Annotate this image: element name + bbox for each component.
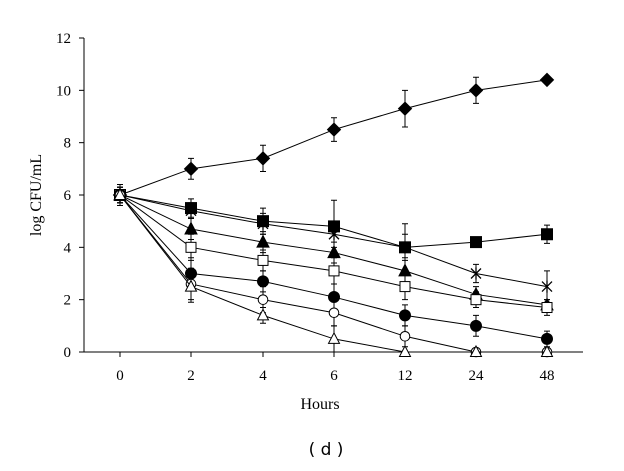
point-open-triangle-4: [256, 308, 270, 321]
point-filled-diamond-48: [539, 72, 555, 88]
point-star-4: [257, 217, 269, 230]
y-tick-label-0: 0: [64, 345, 72, 361]
x-ticks: 0 2 4 6 12 24 48: [116, 352, 555, 384]
point-open-triangle-12: [398, 344, 412, 357]
point-filled-diamond-2: [183, 161, 199, 177]
y-tick-label-6: 6: [64, 188, 72, 204]
y-tick-label-4: 4: [64, 240, 72, 256]
point-open-square-12: [399, 281, 411, 293]
point-filled-circle-24: [470, 319, 482, 332]
y-tick-label-10: 10: [56, 83, 71, 99]
point-open-square-24: [470, 294, 482, 306]
series-filled-diamond: [112, 72, 555, 206]
point-open-square-6: [328, 265, 340, 277]
point-filled-triangle-2: [184, 221, 198, 235]
y-tick-label-12: 12: [56, 31, 71, 47]
point-star-2: [185, 204, 197, 217]
x-tick-label-48: 48: [540, 368, 555, 384]
point-filled-diamond-12: [397, 101, 413, 116]
point-star-6: [328, 228, 340, 241]
point-filled-diamond-4: [255, 151, 271, 166]
point-open-circle-4: [257, 294, 269, 305]
point-open-circle-6: [328, 307, 340, 319]
point-open-triangle-48: [540, 344, 554, 357]
point-star-12: [399, 241, 411, 254]
point-open-triangle-2: [184, 279, 198, 292]
x-tick-label-4: 4: [259, 368, 267, 384]
point-filled-diamond-6: [326, 122, 342, 137]
x-tick-label-2: 2: [187, 368, 195, 384]
y-tick-label-8: 8: [64, 136, 72, 152]
point-open-triangle-6: [327, 331, 341, 344]
x-tick-label-0: 0: [116, 368, 124, 384]
point-star-48: [541, 280, 553, 293]
point-star-24: [470, 267, 482, 280]
point-open-circle-12: [399, 331, 411, 342]
x-tick-label-6: 6: [330, 368, 338, 384]
point-filled-circle-4: [257, 275, 269, 288]
point-filled-diamond-24: [468, 83, 484, 98]
y-ticks: 0 2 4 6 8 10 12: [56, 31, 84, 361]
point-open-square-48: [541, 302, 553, 314]
point-open-triangle-0: [113, 187, 127, 200]
panel-label: ( d ): [309, 440, 344, 460]
point-filled-triangle-4: [256, 234, 270, 248]
series-layer: [112, 72, 555, 358]
point-open-triangle-24: [469, 344, 483, 357]
point-filled-square-48: [541, 228, 553, 241]
point-filled-square-24: [470, 236, 482, 249]
y-tick-label-2: 2: [64, 293, 72, 309]
point-filled-circle-48: [541, 332, 553, 345]
y-axis-title: log CFU/mL: [28, 154, 45, 236]
point-open-square-2: [185, 241, 197, 253]
point-filled-circle-12: [399, 309, 411, 322]
point-open-square-4: [257, 254, 269, 266]
series-open-triangle: [113, 186, 554, 357]
x-tick-label-24: 24: [469, 368, 485, 384]
x-tick-label-12: 12: [398, 368, 413, 384]
x-axis-title: Hours: [300, 396, 339, 413]
